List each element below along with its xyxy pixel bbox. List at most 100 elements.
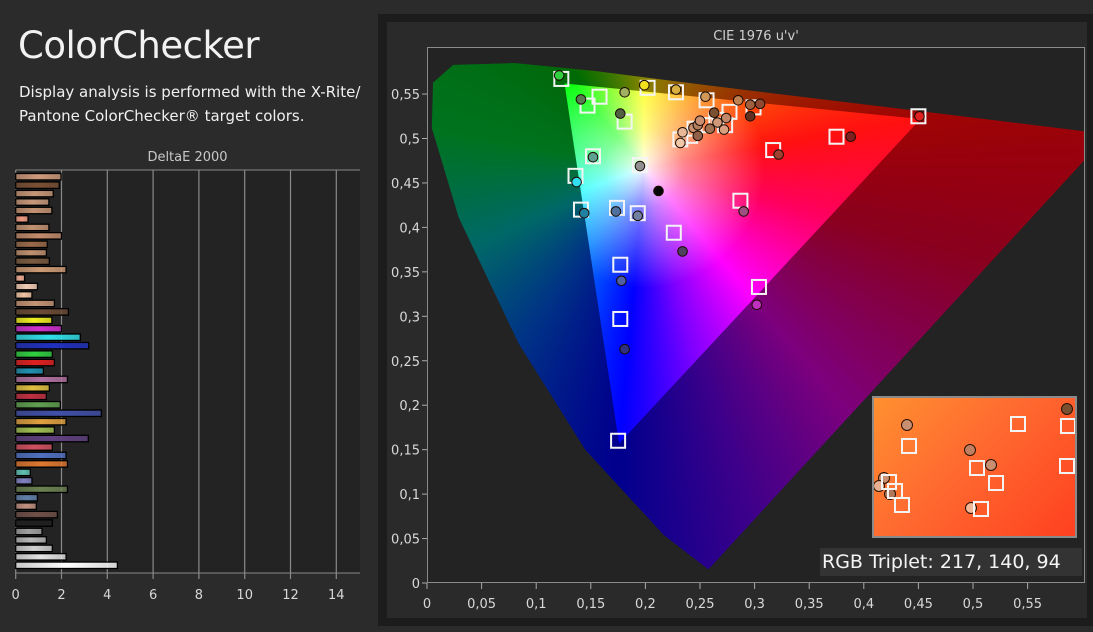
cie-chart-title: CIE 1976 u'v' [713,29,799,44]
inset-target-point [969,460,985,476]
measured-point [738,206,749,217]
deltae-bar [15,316,53,325]
measured-point [619,343,630,355]
x-tick-label: 0,4 [853,597,874,612]
y-tick-label: 0,05 [391,533,420,548]
measured-point [670,84,682,95]
deltae-bar [15,265,67,274]
measured-point [632,210,644,222]
deltae-bar [15,493,39,502]
deltae-bar [15,240,48,249]
x-tick-label: 0 [423,597,431,612]
y-tick-label: 0,25 [391,355,420,370]
target-point [732,192,749,209]
target-point [612,256,629,273]
deltae-bar [15,215,29,223]
x-tick-label: 14 [328,588,345,603]
y-tick-label: 0,5 [399,133,420,148]
deltae-bar [15,519,53,527]
measured-point [677,126,688,138]
deltae-bar [15,426,56,435]
deltae-bar [15,172,62,181]
deltae-bar [15,358,56,367]
measured-point [914,110,925,122]
measured-point [634,160,646,172]
deltae-bar [15,510,59,519]
measured-point [653,185,664,197]
bar-plot-area [15,170,360,573]
target-point [584,148,601,165]
measured-point [553,70,565,81]
inset-target-point [901,438,917,454]
inset-measured-point [985,459,997,471]
target-point [612,310,629,327]
deltae-bar [15,189,54,198]
deltae-chart-title: DeltaE 2000 [147,150,228,165]
deltae-bar [15,460,69,468]
measured-point [677,246,688,257]
measured-point [845,131,856,143]
x-tick-label: 0 [12,588,20,603]
y-tick-label: 0,3 [399,310,420,325]
inset-measured-point [964,444,976,456]
deltae-bar [15,443,53,451]
deltae-bar [15,384,51,392]
deltae-bar [15,181,60,190]
measured-point [754,98,766,110]
deltae-bar [15,299,56,308]
x-tick-label: 0,1 [526,597,547,612]
x-tick-label: 0,25 [686,597,715,612]
x-tick-label: 4 [103,588,111,603]
target-point [665,224,682,241]
measured-point [773,149,784,160]
deltae-bar [15,451,67,460]
x-tick-label: 0,35 [795,597,824,612]
measured-point [616,275,627,287]
page-description: Display analysis is performed with the X… [19,83,361,125]
inset-measured-point [901,419,913,431]
deltae-bar [15,536,48,544]
target-point [591,88,608,105]
measured-point [732,94,744,106]
deltae-bar [15,324,63,333]
y-tick-label: 0 [412,577,420,592]
measured-point [587,151,599,163]
deltae-bar [15,434,89,443]
inset-target-point [1059,458,1075,474]
target-point [750,278,767,295]
deltae-bar [15,502,37,511]
x-tick-label: 0,45 [904,597,933,612]
measured-point [575,94,587,105]
inset-measured-point [1061,403,1073,415]
deltae-bar [15,350,53,358]
target-point [579,97,596,114]
deltae-bar [15,561,119,570]
deltae-bar [15,417,67,426]
y-tick-label: 0,1 [399,488,420,503]
y-tick-label: 0,45 [391,177,420,192]
measured-point [571,176,582,188]
x-tick-label: 0,3 [744,597,765,612]
x-tick-label: 8 [195,588,203,603]
deltae-bar [15,257,51,266]
measured-point [578,207,590,219]
target-point [631,157,648,174]
deltae-bar-chart: 0 2 4 6 8 10 12 14 [12,169,360,603]
deltae-bar [15,248,48,257]
measured-point [718,124,730,135]
deltae-bar [15,206,53,215]
inset-target-point [894,497,910,513]
target-point [610,432,627,449]
x-tick-label: 2 [57,588,65,603]
deltae-bar [15,476,33,485]
deltae-bar [15,282,39,291]
measured-point [619,86,630,98]
target-point [828,128,845,145]
deltae-bar [15,231,63,240]
deltae-bar [15,544,53,553]
measured-point [704,123,716,135]
deltae-bar [15,307,70,316]
measured-point [720,112,732,124]
deltae-bar [15,375,69,384]
